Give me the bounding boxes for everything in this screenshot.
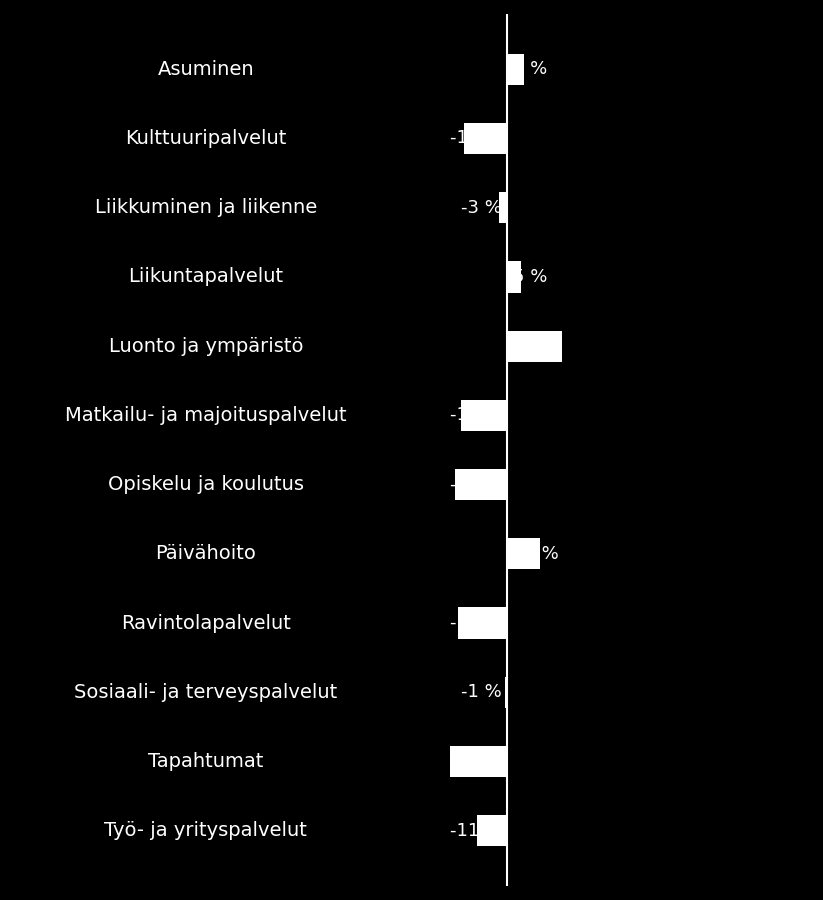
- Bar: [461, 400, 508, 431]
- Text: Työ- ja yrityspalvelut: Työ- ja yrityspalvelut: [105, 821, 307, 841]
- Text: -17 %: -17 %: [449, 407, 502, 425]
- Bar: [455, 469, 508, 500]
- Bar: [463, 123, 508, 154]
- Text: Opiskelu ja koulutus: Opiskelu ja koulutus: [108, 475, 304, 494]
- Bar: [500, 192, 508, 223]
- Bar: [504, 677, 508, 708]
- Text: -1 %: -1 %: [461, 683, 502, 701]
- Text: -19 %: -19 %: [449, 475, 502, 493]
- Text: Liikkuminen ja liikenne: Liikkuminen ja liikenne: [95, 198, 317, 217]
- Bar: [458, 608, 508, 639]
- Bar: [477, 815, 508, 846]
- Text: Matkailu- ja majoituspalvelut: Matkailu- ja majoituspalvelut: [65, 406, 346, 425]
- Text: 12 %: 12 %: [513, 544, 559, 562]
- Text: -3 %: -3 %: [461, 199, 502, 217]
- Text: -18 %: -18 %: [450, 614, 502, 632]
- Bar: [508, 54, 524, 85]
- Text: Tapahtumat: Tapahtumat: [148, 752, 263, 771]
- Text: Liikuntapalvelut: Liikuntapalvelut: [128, 267, 283, 286]
- Text: Kulttuuripalvelut: Kulttuuripalvelut: [125, 129, 286, 148]
- Bar: [508, 538, 541, 570]
- Text: 6 %: 6 %: [513, 60, 547, 78]
- Text: Päivähoito: Päivähoito: [156, 544, 256, 563]
- Text: -21 %: -21 %: [449, 752, 502, 770]
- Bar: [508, 330, 562, 362]
- Text: Luonto ja ympäristö: Luonto ja ympäristö: [109, 337, 303, 356]
- Bar: [508, 261, 521, 292]
- Text: Ravintolapalvelut: Ravintolapalvelut: [121, 614, 291, 633]
- Text: 5 %: 5 %: [513, 268, 547, 286]
- Text: -16 %: -16 %: [450, 130, 502, 148]
- Text: Sosiaali- ja terveyspalvelut: Sosiaali- ja terveyspalvelut: [74, 683, 337, 702]
- Text: 20 %: 20 %: [513, 338, 559, 356]
- Text: Asuminen: Asuminen: [157, 59, 254, 79]
- Text: -11 %: -11 %: [450, 822, 502, 840]
- Bar: [450, 746, 508, 777]
